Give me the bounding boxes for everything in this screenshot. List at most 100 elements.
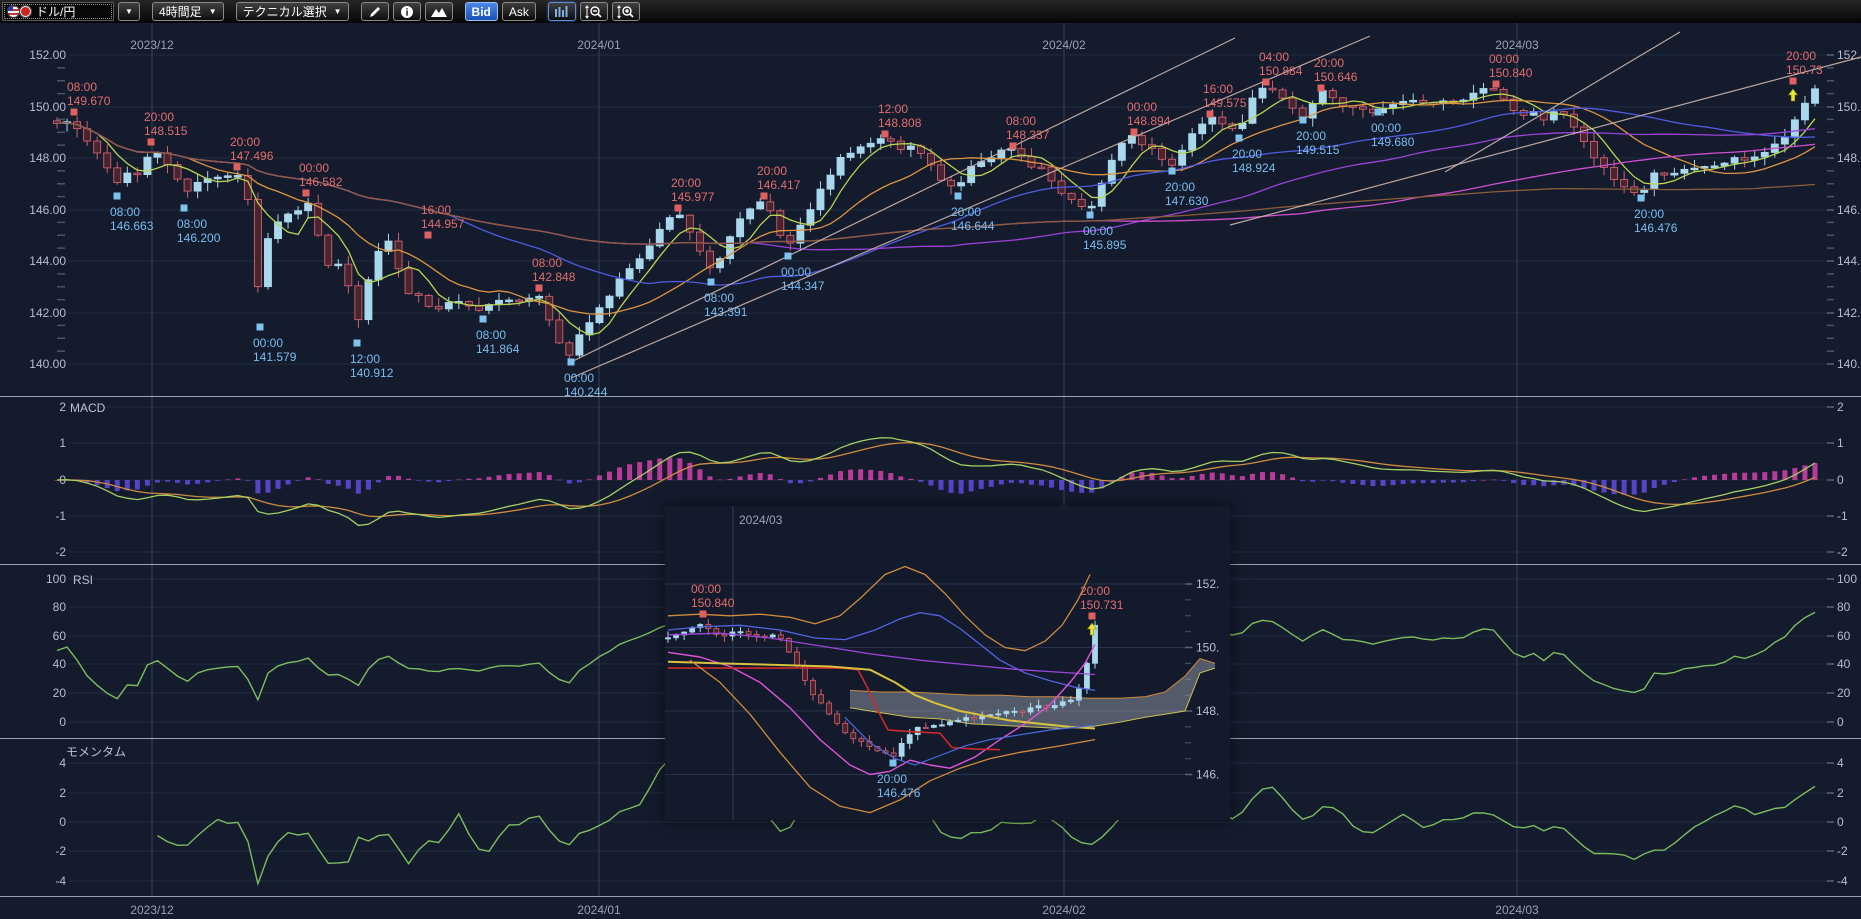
annotation-time: 08:00 bbox=[1006, 114, 1036, 128]
indicator-line bbox=[667, 611, 1096, 692]
candle-body bbox=[1660, 172, 1669, 176]
macd-bar bbox=[1300, 480, 1306, 482]
panel-separator[interactable] bbox=[0, 396, 1861, 397]
macd-bar bbox=[1420, 480, 1426, 484]
main-price-chart[interactable]: 152.00152.00150.00150.00148.00148.00146.… bbox=[0, 23, 1861, 396]
candle-body bbox=[1178, 149, 1187, 166]
macd-bar bbox=[828, 474, 834, 480]
month-label: 2023/12 bbox=[130, 38, 174, 52]
annotation-price: 146.582 bbox=[299, 175, 343, 189]
candle-body bbox=[876, 138, 885, 144]
macd-bar bbox=[1521, 480, 1527, 485]
technical-select-dropdown[interactable]: テクニカル選択 ▼ bbox=[235, 2, 349, 21]
ask-button[interactable]: Ask bbox=[501, 2, 536, 21]
area-chart-button[interactable] bbox=[424, 2, 453, 21]
momentum-panel-label: モメンタム bbox=[66, 745, 127, 759]
candle-body bbox=[756, 201, 765, 210]
candle-body bbox=[1288, 97, 1297, 109]
candle-body bbox=[1760, 151, 1769, 158]
cloud-upper-line bbox=[849, 658, 1216, 699]
macd-bar bbox=[657, 458, 663, 480]
candle-body bbox=[1268, 87, 1277, 91]
candle-body bbox=[223, 175, 232, 178]
pair-dropdown-button[interactable]: ▼ bbox=[118, 2, 140, 21]
macd-bar bbox=[807, 480, 813, 482]
candle-body bbox=[444, 302, 453, 310]
chevron-down-icon: ▼ bbox=[333, 7, 342, 16]
macd-bar bbox=[235, 478, 241, 480]
momentum-panel[interactable]: 4 4 2 2 0 0 -2 -2 -4 -4 bbox=[0, 739, 1861, 896]
macd-line bbox=[56, 437, 1816, 527]
candle-body bbox=[1067, 192, 1076, 200]
zoom-out-button[interactable] bbox=[579, 2, 608, 21]
macd-bar bbox=[556, 479, 562, 481]
candle-body bbox=[896, 140, 905, 150]
zoom-in-button[interactable] bbox=[611, 2, 640, 21]
extreme-marker bbox=[233, 163, 241, 171]
extreme-marker bbox=[889, 759, 897, 767]
macd-bar bbox=[1611, 480, 1617, 495]
macd-bar bbox=[1028, 480, 1034, 485]
macd-bar bbox=[134, 480, 140, 490]
chart-type-button[interactable] bbox=[547, 2, 576, 21]
annotation-time: 04:00 bbox=[1259, 50, 1289, 64]
tick-label: 150.00 bbox=[29, 100, 66, 114]
candle-body bbox=[625, 268, 634, 280]
tick-label: 0 bbox=[59, 815, 66, 829]
macd-bar bbox=[496, 475, 502, 480]
annotation-time: 08:00 bbox=[532, 256, 562, 270]
trend-line bbox=[1229, 56, 1861, 226]
draw-tool-button[interactable] bbox=[360, 2, 389, 21]
tick-label: 40 bbox=[1837, 657, 1851, 671]
macd-bar bbox=[516, 473, 522, 480]
timeframe-dropdown[interactable]: 4時間足 ▼ bbox=[152, 2, 224, 21]
annotation-time: 00:00 bbox=[564, 371, 594, 385]
info-button[interactable]: i bbox=[392, 2, 421, 21]
macd-bar bbox=[1018, 480, 1024, 484]
tick-label: 2 bbox=[1837, 400, 1844, 414]
candle-body bbox=[1801, 102, 1809, 121]
macd-bar bbox=[416, 480, 422, 481]
macd-bar bbox=[737, 476, 743, 480]
macd-bar bbox=[838, 471, 844, 480]
macd-bar bbox=[315, 479, 321, 480]
candle-body bbox=[665, 217, 674, 230]
macd-bar bbox=[365, 480, 371, 490]
macd-bar bbox=[968, 480, 974, 492]
tick-label: 144.00 bbox=[29, 254, 66, 268]
macd-bar bbox=[576, 480, 582, 483]
tick-label: 144.00 bbox=[1837, 254, 1861, 268]
tick-label: 1 bbox=[1837, 436, 1844, 450]
macd-bar bbox=[1792, 468, 1798, 480]
candle-body bbox=[655, 228, 664, 247]
tick-label: 150.00 bbox=[1837, 100, 1861, 114]
candle-body bbox=[1790, 119, 1799, 138]
candle-body bbox=[173, 164, 182, 180]
tick-label: 1 bbox=[59, 436, 66, 450]
inset-chart-window[interactable]: 152. 150. 148. 146. 2024/03 00:00 150.840 20:00… bbox=[665, 506, 1230, 820]
macd-bar bbox=[928, 480, 934, 486]
macd-bar bbox=[265, 480, 271, 493]
annotation-price: 149.680 bbox=[1371, 135, 1415, 149]
bid-button[interactable]: Bid bbox=[464, 2, 498, 21]
macd-bar bbox=[1270, 472, 1276, 480]
timeframe-label: 4時間足 bbox=[159, 5, 202, 19]
macd-bar bbox=[446, 480, 452, 482]
candle-body bbox=[1258, 87, 1267, 99]
macd-bar bbox=[1712, 474, 1718, 480]
currency-pair-selector[interactable]: ドル/円 bbox=[2, 2, 114, 21]
candle-body bbox=[685, 214, 694, 233]
indicator-line bbox=[667, 643, 1096, 776]
extreme-marker bbox=[1235, 134, 1243, 142]
ma-line bbox=[56, 121, 1816, 245]
